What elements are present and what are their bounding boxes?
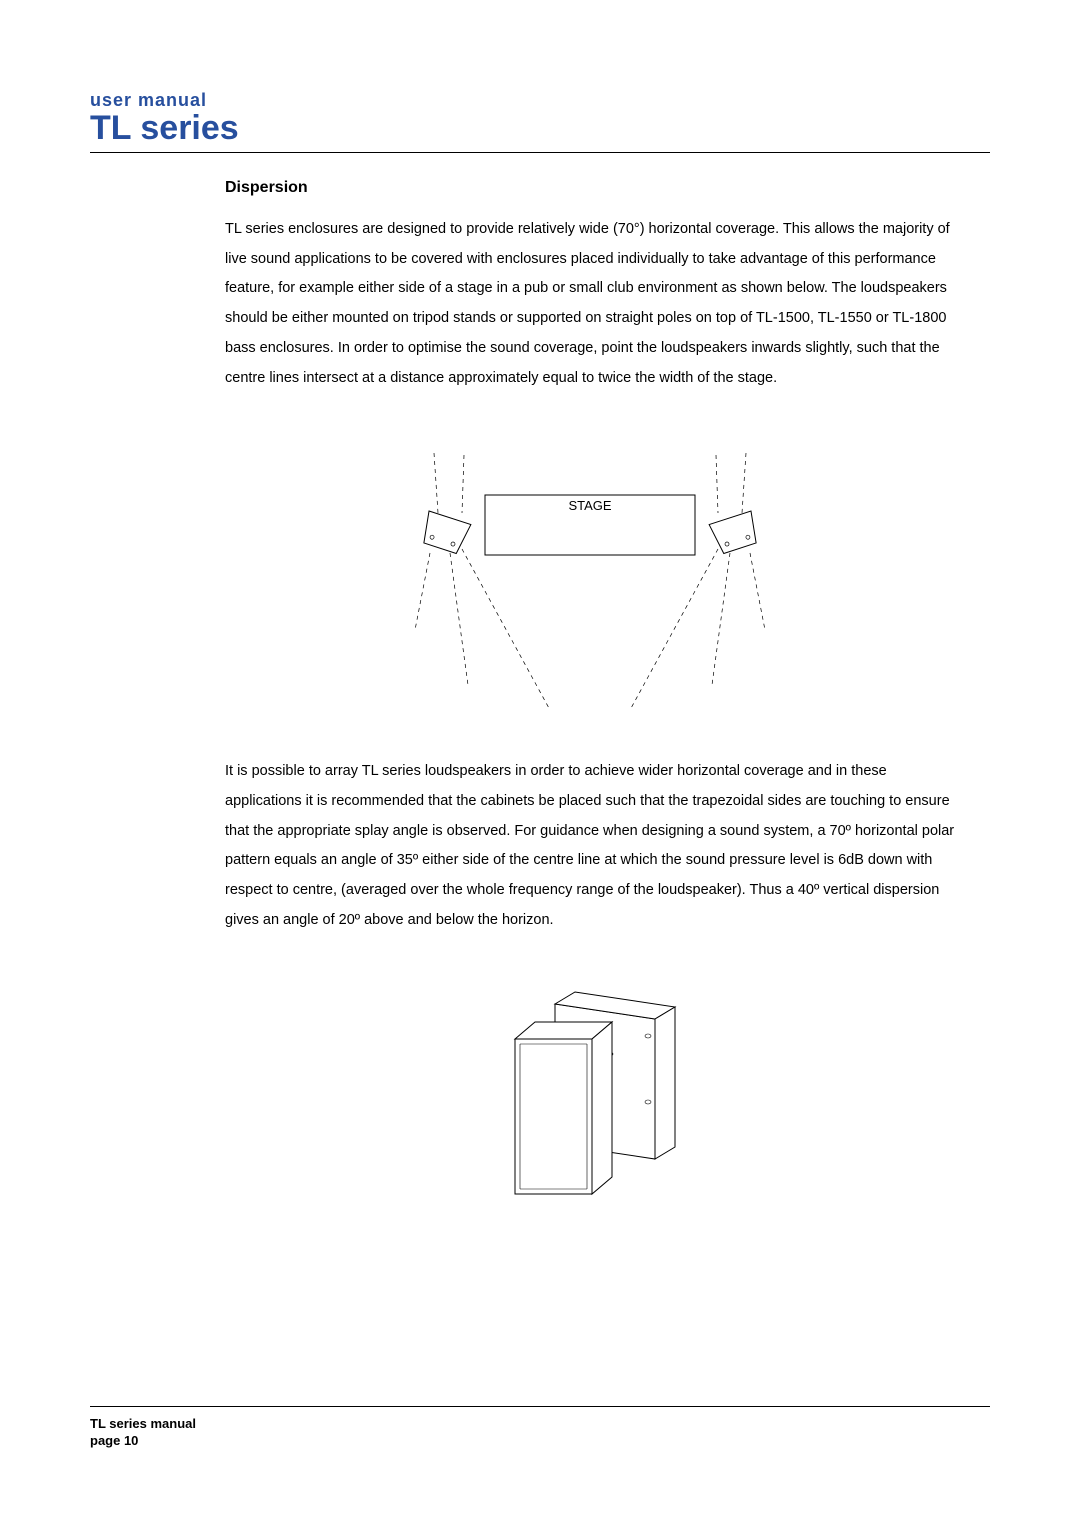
header-title: TL series xyxy=(90,109,990,148)
paragraph-1: TL series enclosures are designed to pro… xyxy=(225,215,955,393)
section-heading: Dispersion xyxy=(225,179,955,197)
stage-label: STAGE xyxy=(568,498,611,513)
footer-line-2: page 10 xyxy=(90,1432,990,1450)
footer-rule xyxy=(90,1406,990,1407)
page-footer: TL series manual page 10 xyxy=(90,1406,990,1450)
page-content: Dispersion TL series enclosures are desi… xyxy=(225,179,955,1214)
paragraph-2: It is possible to array TL series loudsp… xyxy=(225,757,955,935)
dispersion-diagram: STAGE xyxy=(225,435,955,715)
array-cabinets-diagram xyxy=(225,984,955,1214)
header-subtitle: user manual xyxy=(90,90,990,111)
cabinet-array-svg xyxy=(480,984,700,1214)
footer-line-1: TL series manual xyxy=(90,1415,990,1433)
stage-dispersion-svg: STAGE xyxy=(350,435,830,715)
header-rule xyxy=(90,152,990,153)
page-header: user manual TL series xyxy=(90,90,990,153)
